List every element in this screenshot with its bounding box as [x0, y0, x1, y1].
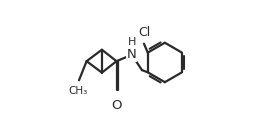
Text: Cl: Cl: [138, 26, 150, 39]
Text: O: O: [111, 99, 122, 112]
Text: CH₃: CH₃: [69, 86, 88, 96]
Text: H: H: [128, 37, 136, 47]
Text: N: N: [127, 48, 137, 61]
